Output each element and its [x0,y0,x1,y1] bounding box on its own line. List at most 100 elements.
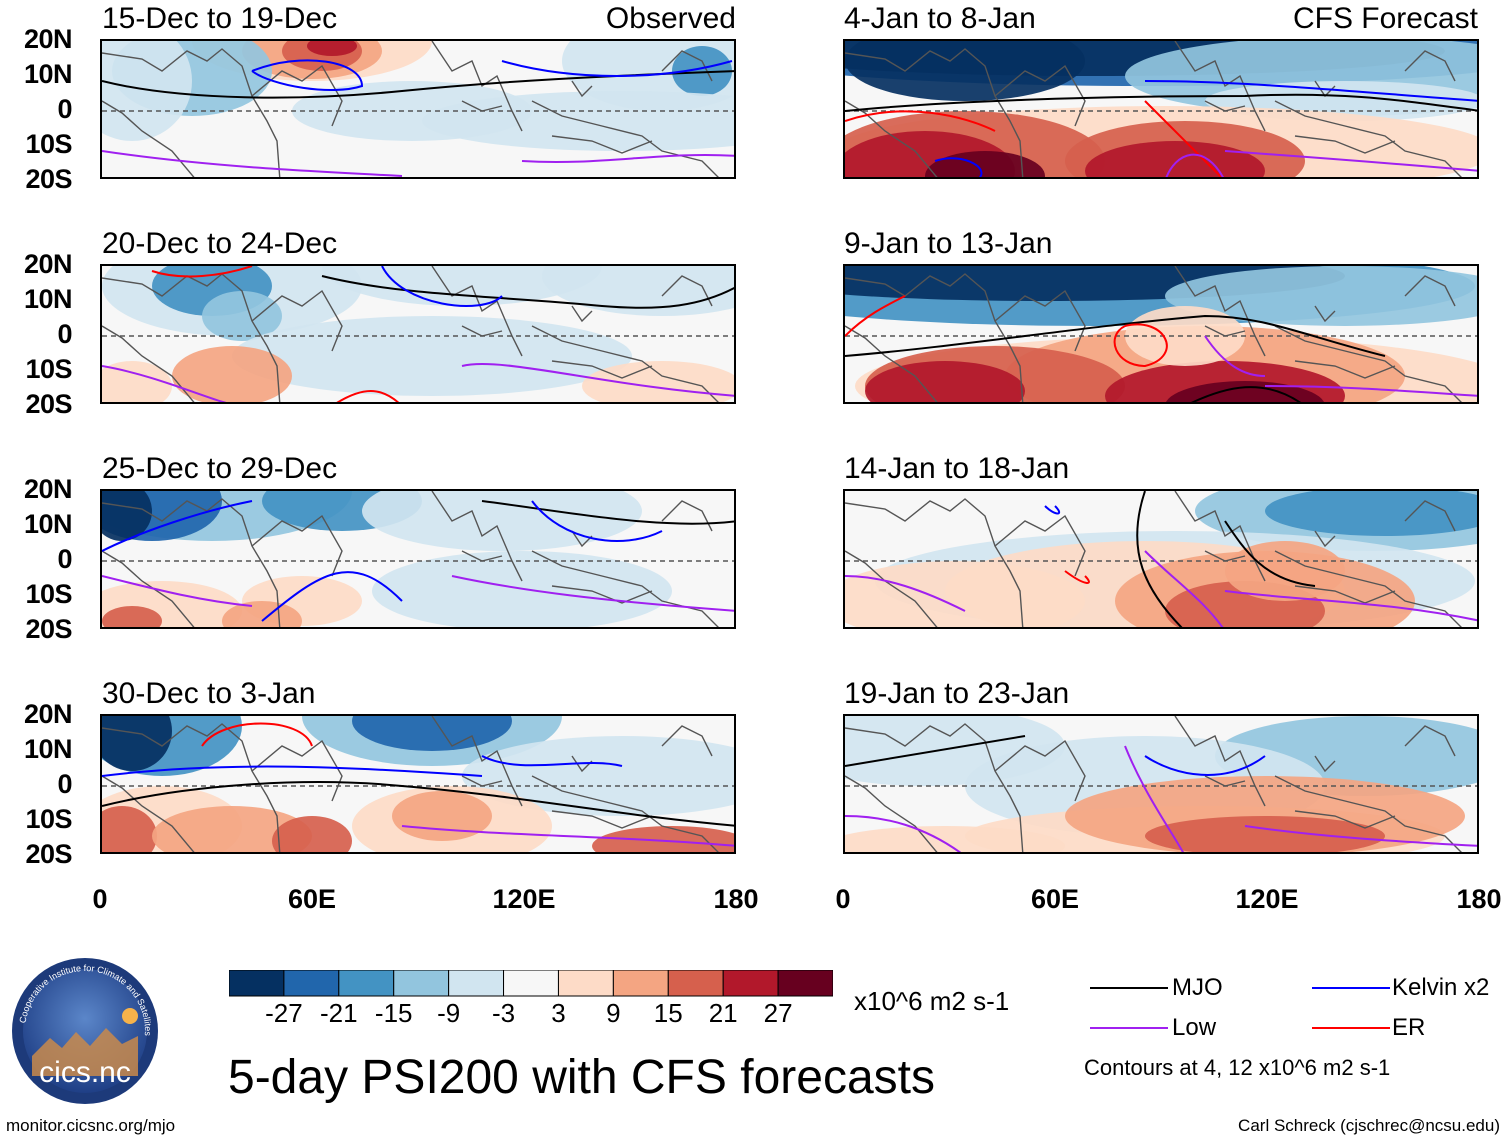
colorbar-swatch [667,970,724,997]
psi-anomaly-patch [102,606,162,627]
psi-anomaly-patch [372,551,672,627]
lon-label-right-180: 180 [1456,884,1502,914]
wave-contour [845,314,1386,357]
wave-contour [102,365,227,402]
wave-contour [1204,335,1266,377]
psi-shading [845,266,1477,402]
colorbar [229,970,833,997]
wave-contour [1224,520,1316,587]
wave-contour [1264,385,1477,397]
lat-label-row1-3: 10S [25,129,72,159]
lon-label-right-60e: 60E [1030,884,1080,914]
colorbar-label: -9 [437,998,461,1028]
wave-contour [1136,491,1183,627]
psi-anomaly-patch [102,361,172,402]
wave-contour [1144,100,1223,177]
lon-label-right-120e: 120E [1235,884,1299,914]
psi-anomaly-patch [1145,816,1385,852]
colorbar-swatch [612,970,669,997]
colorbar-label: 21 [708,998,738,1028]
colorbar-swatch [338,970,395,997]
lat-label-row1-4: 20S [25,164,72,194]
wave-contour [102,575,253,607]
legend-label-mjo: MJO [1172,974,1223,1001]
logo-text: cics.nc [39,1056,131,1089]
observed-label: Observed [605,2,736,35]
psi-anomaly-patch [172,346,292,402]
map-panel-6 [843,264,1479,404]
wave-contour [845,735,1026,767]
lat-label-row1-1: 10N [23,59,73,89]
lat-label-row2-0: 20N [23,249,73,279]
coastlines [845,266,1462,402]
cicsnc-logo: cics.nc Cooperative Institute for Climat… [12,958,158,1104]
wave-contour [845,295,906,337]
lat-label-row4-4: 20S [25,839,72,869]
panel-title-6: 9-Jan to 13-Jan [844,227,1053,260]
colorbar-swatch [503,970,559,997]
psi-anomaly-patch [102,491,152,541]
psi-shading [845,716,1477,852]
lat-label-row3-4: 20S [25,614,72,644]
lat-label-row3-3: 10S [25,579,72,609]
footer-url: monitor.cicsnc.org/mjo [6,1116,176,1135]
wave-contour [1224,590,1477,622]
psi-anomaly-patch [202,291,282,341]
panel-title-8: 19-Jan to 23-Jan [844,677,1070,710]
psi-anomaly-patch [362,491,642,551]
wave-contour [1244,825,1477,847]
colorbar-swatch [229,970,285,997]
psi-anomaly-patch [845,41,1085,101]
wave-contour [151,266,253,278]
lat-label-row2-3: 10S [25,354,72,384]
lat-label-row2-2: 0 [57,319,72,349]
psi-anomaly-patch [102,806,157,852]
wave-contour [261,571,403,622]
colorbar-units: x10^6 m2 s-1 [854,986,1010,1016]
map-panel-1 [100,39,736,179]
wave-contour [1144,550,1224,627]
footer-credit: Carl Schreck (cjschrec@ncsu.edu) [1238,1116,1500,1135]
lat-label-row4-0: 20N [23,699,73,729]
psi-anomaly-patch [845,826,1065,852]
map-plot-4 [102,716,734,852]
colorbar-label: 27 [763,998,793,1028]
colorbar-label: -15 [374,998,413,1028]
legend-line-er [1312,1027,1390,1029]
colorbar-label: -3 [491,998,516,1028]
colorbar-label: 15 [653,998,683,1028]
wave-contour [531,500,663,542]
legend-label-kelvin: Kelvin x2 [1392,974,1490,1001]
lat-label-row1-0: 20N [23,24,73,54]
coastlines [102,491,719,627]
legend-line-low [1090,1027,1168,1029]
psi-anomaly-patch [462,736,734,816]
map-panel-4 [100,714,736,854]
wave-contour [102,765,483,777]
legend-label-er: ER [1392,1014,1426,1041]
wave-contour [501,60,733,77]
wave-contour [1224,150,1477,172]
wave-contour [481,500,734,525]
psi-anomaly-patch [222,601,302,627]
wave-contour [1113,323,1168,368]
wave-contour [1144,80,1477,102]
lon-label-left-60e: 60E [287,884,337,914]
map-panel-8 [843,714,1479,854]
coastlines [845,716,1462,852]
panel-title-2: 20-Dec to 24-Dec [102,227,338,260]
main-title: 5-day PSI200 with CFS forecasts [228,1051,935,1104]
psi-anomaly-patch [592,826,734,852]
wave-contour [102,781,734,827]
map-plot-6 [845,266,1477,402]
psi-anomaly-patch [392,791,492,841]
lon-label-left-180: 180 [713,884,759,914]
psi-anomaly-patch [272,816,352,852]
psi-anomaly-patch [672,46,732,96]
wave-contour [521,153,734,164]
psi-shading [102,266,734,402]
wave-contour [1124,745,1184,852]
lat-label-row4-3: 10S [25,804,72,834]
psi-shading [102,716,734,852]
wave-contour [845,575,966,612]
